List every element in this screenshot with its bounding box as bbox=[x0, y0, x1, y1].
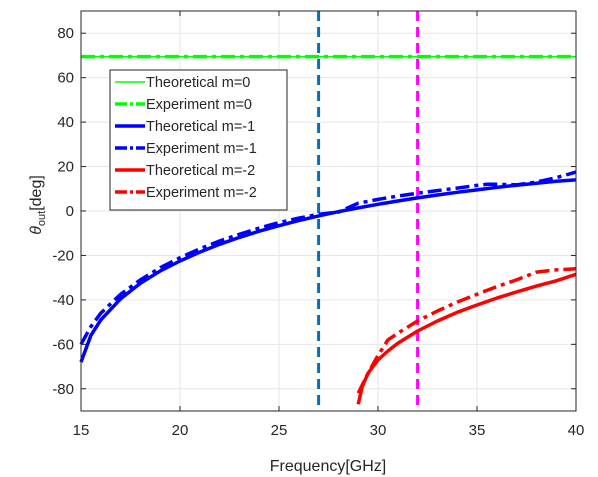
y-axis-label: θout[deg] bbox=[28, 175, 48, 235]
x-tick-label: 30 bbox=[370, 422, 387, 439]
legend-box bbox=[109, 69, 288, 211]
series-line-5 bbox=[356, 272, 577, 405]
y-tick-label: 0 bbox=[66, 203, 74, 220]
y-tick-label: 60 bbox=[57, 70, 74, 87]
legend-item-label: Theoretical m=-1 bbox=[146, 119, 255, 135]
y-axis-label-suffix: [deg] bbox=[28, 175, 45, 211]
legend-item-label: Experiment m=-1 bbox=[146, 141, 257, 157]
y-tick-label: -20 bbox=[52, 247, 74, 264]
x-tick-label: 40 bbox=[568, 422, 585, 439]
legend-item-label: Experiment m=0 bbox=[146, 97, 252, 113]
y-axis-ticks: -80 -60 -40 -20 0 20 40 60 80 bbox=[52, 25, 576, 398]
y-tick-label: 20 bbox=[57, 159, 74, 176]
series-line-4 bbox=[79, 170, 577, 346]
x-tick-label: 20 bbox=[172, 422, 189, 439]
x-tick-label: 25 bbox=[271, 422, 288, 439]
series-line-3 bbox=[79, 178, 577, 363]
y-tick-label: 40 bbox=[57, 114, 74, 131]
y-tick-label: -60 bbox=[52, 336, 74, 353]
legend-item-label: Theoretical m=-2 bbox=[146, 163, 255, 179]
legend: Theoretical m=0 Experiment m=0 Theoretical… bbox=[109, 69, 288, 211]
y-tick-label: 80 bbox=[57, 25, 74, 42]
series-group bbox=[79, 54, 577, 405]
y-tick-label: -80 bbox=[52, 381, 74, 398]
x-tick-label: 15 bbox=[73, 422, 90, 439]
y-axis-label-subscript: out bbox=[36, 211, 48, 226]
x-tick-label: 35 bbox=[469, 422, 486, 439]
x-axis-ticks: 15 20 25 30 35 40 bbox=[73, 11, 585, 439]
y-tick-label: -40 bbox=[52, 292, 74, 309]
reference-lines bbox=[317, 11, 420, 411]
x-axis-label: Frequency[GHz] bbox=[270, 458, 386, 475]
legend-item-label: Experiment m=-2 bbox=[146, 185, 257, 201]
legend-item-label: Theoretical m=0 bbox=[146, 75, 250, 91]
y-axis-label-symbol: θ bbox=[28, 226, 45, 235]
